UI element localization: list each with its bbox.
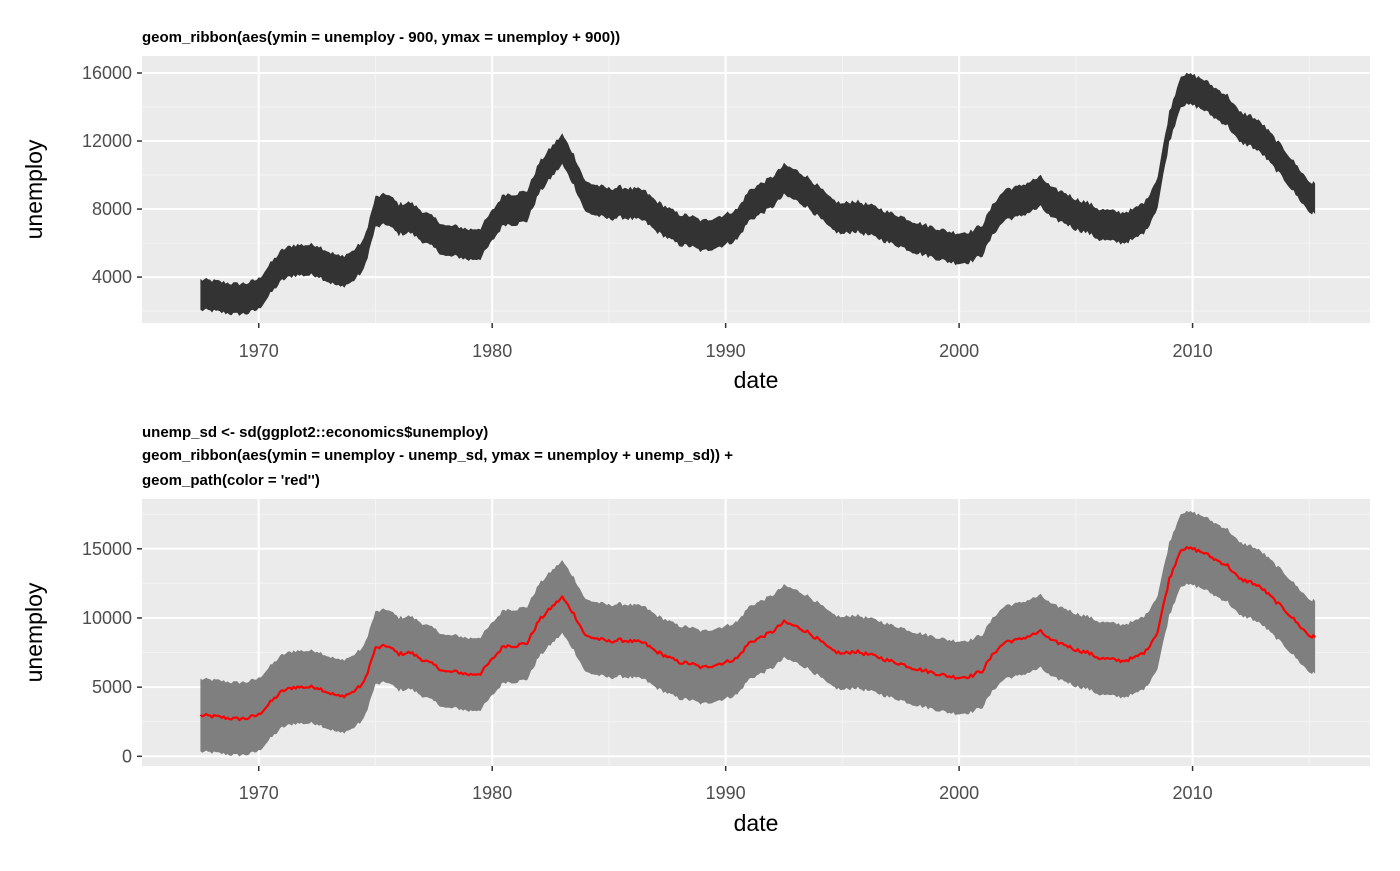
x-tick-label: 1980 (472, 341, 512, 361)
x-tick-label: 1990 (706, 783, 746, 803)
y-tick-label: 4000 (92, 267, 132, 287)
x-tick-label: 2000 (939, 783, 979, 803)
y-tick-label: 0 (122, 746, 132, 766)
chart-title-line: geom_ribbon(aes(ymin = unemploy - 900, y… (142, 29, 620, 46)
x-tick-label: 1970 (239, 783, 279, 803)
chart-title-line: geom_ribbon(aes(ymin = unemploy - unemp_… (142, 447, 733, 464)
y-tick-label: 12000 (82, 131, 132, 151)
ribbon-band (200, 510, 1316, 757)
x-axis-title: date (734, 810, 779, 836)
x-tick-label: 2000 (939, 341, 979, 361)
y-tick-label: 10000 (82, 608, 132, 628)
x-tick-label: 1980 (472, 783, 512, 803)
series-line-red (199, 546, 1316, 722)
ribbon-band (200, 72, 1316, 316)
x-tick-label: 1990 (706, 341, 746, 361)
top-chart: geom_ribbon(aes(ymin = unemploy - 900, y… (21, 29, 1370, 393)
y-tick-label: 5000 (92, 677, 132, 697)
y-axis-title: unemploy (21, 582, 47, 682)
y-tick-label: 8000 (92, 199, 132, 219)
chart-title-line: unemp_sd <- sd(ggplot2::economics$unempl… (142, 424, 488, 441)
bottom-chart: unemp_sd <- sd(ggplot2::economics$unempl… (21, 424, 1370, 836)
x-tick-label: 2010 (1173, 341, 1213, 361)
y-tick-label: 16000 (82, 63, 132, 83)
y-tick-label: 15000 (82, 539, 132, 559)
x-tick-label: 2010 (1173, 783, 1213, 803)
y-axis-title: unemploy (21, 139, 47, 239)
x-axis-title: date (734, 367, 779, 393)
x-tick-label: 1970 (239, 341, 279, 361)
chart-title-line: geom_path(color = 'red'') (142, 472, 320, 489)
